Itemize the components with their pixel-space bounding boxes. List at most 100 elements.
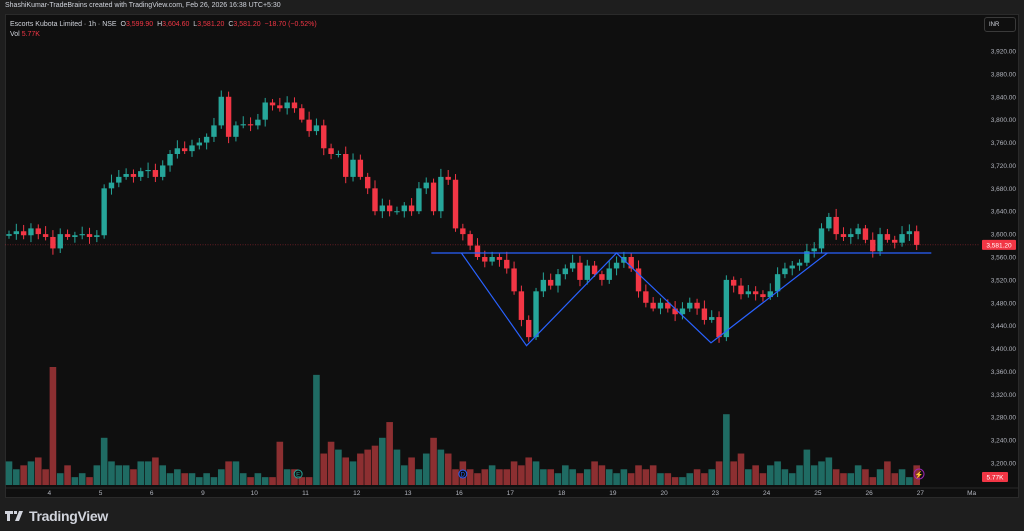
candle-body: [613, 262, 620, 269]
volume-bar: [503, 469, 511, 485]
candle-body: [760, 294, 766, 298]
candle-body: [269, 102, 276, 106]
volume-bar: [591, 461, 598, 485]
volume-bar: [27, 461, 35, 485]
candle-body: [723, 279, 730, 338]
candle-body: [899, 234, 905, 243]
candle-body: [386, 205, 393, 212]
volume-bar: [49, 367, 57, 485]
volume-bar: [723, 414, 730, 485]
volume-bar: [620, 469, 628, 485]
candle-body: [438, 176, 444, 212]
candle-body: [526, 319, 532, 338]
volume-bar: [305, 477, 313, 485]
volume-bar: [452, 469, 459, 485]
candle-body: [833, 216, 839, 235]
volume-bar: [554, 473, 562, 485]
volume-bar: [42, 469, 49, 485]
volume-bar: [803, 449, 811, 485]
candle-body: [350, 159, 356, 177]
last-volume-badge: [982, 472, 1008, 482]
y-tick-label: 3,320.00: [991, 392, 1017, 399]
candle-body: [562, 268, 569, 275]
candle-body: [730, 279, 737, 286]
candle-body: [138, 171, 144, 177]
volume-bar: [847, 473, 855, 485]
candle-body: [906, 231, 913, 235]
currency-button[interactable]: INR: [984, 17, 1016, 32]
candle-body: [57, 234, 63, 249]
volume-bar: [174, 469, 181, 485]
candle-body: [862, 228, 869, 240]
low-value: 3,581.20: [197, 21, 225, 28]
volume-bar: [635, 465, 642, 485]
volume-bar: [217, 469, 225, 485]
candle-body: [599, 274, 605, 280]
volume-bar: [320, 453, 328, 485]
chart-credit: ShashiKumar-TradeBrains created with Tra…: [5, 2, 281, 9]
volume-bar: [247, 477, 254, 485]
candle-body: [79, 234, 85, 236]
candle-body: [430, 182, 437, 212]
chart-panel[interactable]: [5, 14, 1019, 498]
candle-body: [86, 234, 93, 237]
candle-body: [50, 236, 56, 249]
volume-bar: [283, 469, 291, 485]
candle-body: [504, 259, 510, 269]
candle-body: [218, 96, 224, 126]
change-value: −18.70 (−0.52%): [264, 21, 317, 28]
volume-bar: [364, 449, 371, 485]
candle-body: [635, 268, 642, 292]
candle-body: [848, 234, 854, 237]
volume-bar: [642, 469, 650, 485]
symbol-legend: Escorts Kubota Limited · 1h · NSE O3,599…: [10, 20, 317, 40]
x-tick-label: 25: [814, 490, 822, 497]
open-label: O: [120, 21, 126, 28]
volume-bar: [913, 465, 920, 485]
candle-body: [452, 179, 459, 229]
volume-bar: [884, 461, 891, 485]
volume-bar: [298, 477, 306, 485]
candle-body: [291, 102, 298, 109]
x-tick-label: 26: [865, 490, 873, 497]
y-tick-label: 3,440.00: [991, 323, 1017, 330]
x-tick-label: 12: [353, 490, 361, 497]
candle-body: [372, 188, 378, 212]
volume-bar: [613, 473, 620, 485]
x-tick-label: 23: [712, 490, 720, 497]
x-tick-label: 11: [302, 490, 309, 497]
volume-bar: [415, 469, 423, 485]
volume-bar: [891, 473, 899, 485]
volume-bar: [569, 469, 576, 485]
candle-body: [20, 231, 27, 236]
x-tick-label: 10: [251, 490, 259, 497]
volume-bar: [825, 457, 833, 485]
candle-body: [343, 154, 349, 177]
candle-body: [460, 228, 466, 235]
volume-bar: [254, 473, 262, 485]
candle-body: [643, 291, 649, 303]
volume-bar: [371, 445, 379, 485]
volume-bar: [5, 461, 13, 485]
volume-bar: [100, 437, 108, 485]
candle-body: [394, 211, 400, 213]
candle-body: [569, 262, 576, 269]
candle-body: [174, 148, 181, 154]
y-tick-label: 3,400.00: [991, 346, 1017, 353]
candle-body: [203, 136, 210, 143]
volume-bar: [232, 461, 240, 485]
candle-body: [313, 125, 320, 132]
candle-body: [101, 188, 107, 236]
volume-bar: [752, 465, 759, 485]
volume-bar: [840, 473, 847, 485]
candle-body: [64, 234, 71, 237]
volume-bar: [34, 457, 42, 485]
candle-body: [577, 262, 583, 280]
event-marker-icon: [293, 469, 303, 479]
volume-bar: [408, 457, 415, 485]
candle-body: [811, 248, 817, 252]
event-marker-label: D: [461, 473, 466, 479]
volume-bar: [203, 473, 210, 485]
volume-bar: [327, 441, 335, 485]
volume-bar: [664, 473, 672, 485]
